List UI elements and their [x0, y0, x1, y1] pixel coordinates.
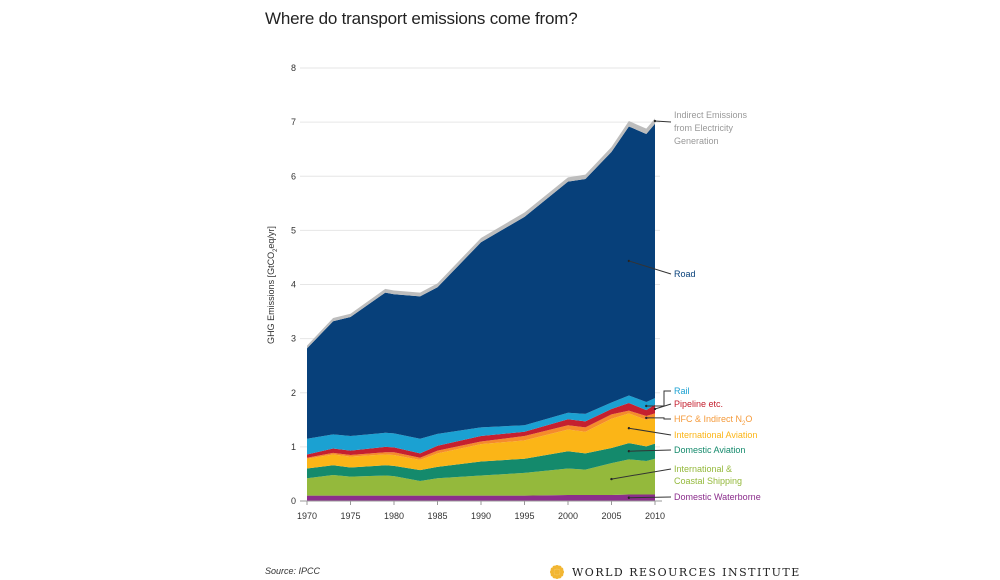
y-tick-label: 0	[291, 496, 296, 506]
x-tick-label: 1975	[340, 511, 360, 521]
y-tick-label: 5	[291, 225, 296, 235]
label-rail: Rail	[674, 386, 690, 396]
x-tick-label: 1995	[514, 511, 534, 521]
label-road-leader	[628, 260, 672, 275]
label-waterborne-leader	[628, 496, 672, 499]
wri-flower-icon	[550, 565, 564, 579]
area-domestic-aviation	[307, 443, 655, 481]
area-international-aviation	[307, 413, 655, 471]
label-intl-aviation-leader	[628, 427, 672, 436]
x-tick-label: 1985	[427, 511, 447, 521]
x-tick-label: 2000	[558, 511, 578, 521]
y-axis-label-part: eq/yr]	[266, 226, 276, 249]
y-axis-label-part: 2	[273, 248, 279, 252]
y-tick-label: 1	[291, 442, 296, 452]
label-intl-aviation: International Aviation	[674, 430, 757, 440]
label-waterborne: Domestic Waterborne	[674, 492, 761, 502]
x-tick-label: 2010	[645, 511, 665, 521]
label-road: Road	[674, 269, 696, 279]
x-tick-label: 1980	[384, 511, 404, 521]
y-axis-label: GHG Emissions [GtCO2eq/yr]	[266, 226, 279, 344]
label-domestic-aviation-leader	[628, 449, 672, 452]
area-rail	[307, 395, 655, 455]
y-tick-label: 6	[291, 171, 296, 181]
y-tick-label: 7	[291, 117, 296, 127]
y-tick-label: 2	[291, 388, 296, 398]
label-hfc-part: O	[745, 414, 752, 424]
chart-title: Where do transport emissions come from?	[265, 9, 578, 28]
label-hfc-leader	[646, 417, 671, 420]
wri-logo-text: WORLD RESOURCES INSTITUTE	[572, 565, 801, 579]
label-rail-leader	[646, 390, 671, 407]
label-pipeline: Pipeline etc.	[674, 399, 723, 409]
label-indirect: Indirect Emissions	[674, 110, 748, 120]
label-hfc-part: 2	[742, 421, 746, 427]
label-shipping-leader	[611, 468, 672, 480]
area-pipeline-etc-	[307, 403, 655, 458]
wri-logo: WORLD RESOURCES INSTITUTE	[548, 564, 801, 580]
y-tick-label: 3	[291, 334, 296, 344]
y-tick-label: 4	[291, 280, 296, 290]
label-hfc: HFC & Indirect N2O	[674, 414, 752, 427]
y-tick-label: 8	[291, 63, 296, 73]
label-indirect: from Electricity	[674, 123, 734, 133]
label-indirect: Generation	[674, 136, 719, 146]
x-tick-label: 1990	[471, 511, 491, 521]
label-pipeline-leader	[654, 403, 672, 410]
label-domestic-aviation: Domestic Aviation	[674, 445, 745, 455]
area-road	[307, 123, 655, 439]
logo-center	[554, 569, 560, 575]
x-tick-label: 1970	[297, 511, 317, 521]
y-axis-label-part: GHG Emissions [GtCO	[266, 252, 276, 344]
label-shipping: Coastal Shipping	[674, 476, 742, 486]
source-note: Source: IPCC	[265, 566, 321, 576]
label-hfc-part: HFC & Indirect N	[674, 414, 742, 424]
logo-petal	[559, 567, 564, 572]
area-hfc-indirect-n2o	[307, 410, 655, 460]
area-international-coastal-shipping	[307, 458, 655, 496]
x-tick-label: 2005	[601, 511, 621, 521]
area-domestic-waterborne	[307, 494, 655, 501]
label-shipping: International &	[674, 464, 732, 474]
label-indirect-leader	[654, 120, 672, 123]
area-indirect-emissions-from-electricity-generation	[307, 118, 655, 349]
